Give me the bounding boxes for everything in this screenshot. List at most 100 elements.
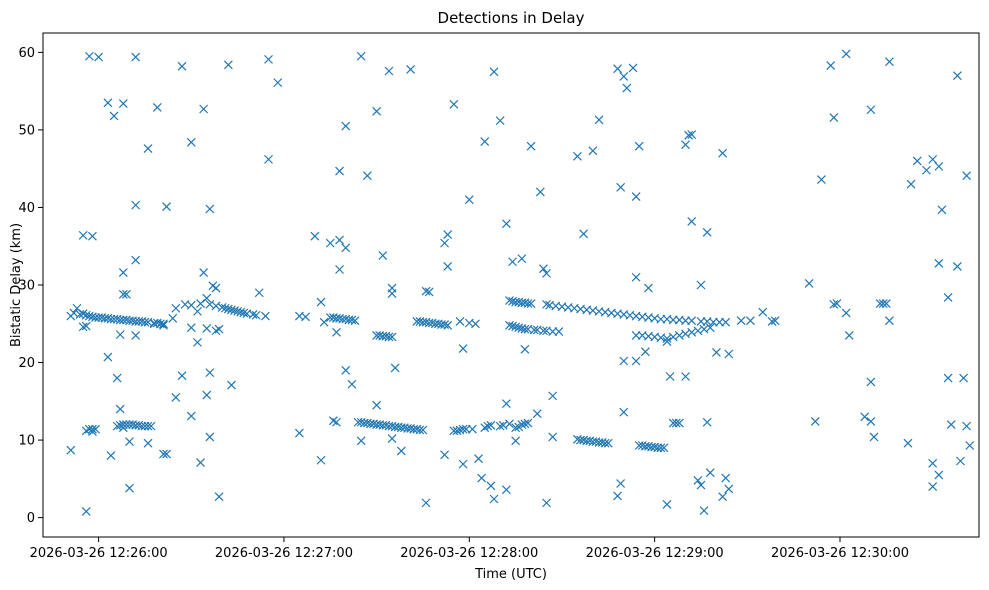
detection-point (118, 423, 128, 433)
detection-point (881, 299, 891, 309)
detection-point (526, 141, 536, 151)
detection-point (384, 332, 394, 342)
detection-point (579, 229, 589, 239)
detection-point (817, 175, 826, 184)
detection-point (424, 287, 434, 297)
detection-point (937, 205, 947, 215)
x-tick-label: 2026-03-26 12:27:00 (215, 546, 353, 561)
detection-point (177, 371, 187, 381)
detection-point (906, 179, 916, 189)
detection-point (529, 325, 539, 335)
detection-point (486, 420, 496, 430)
detection-point (912, 156, 922, 166)
detection-point (254, 288, 264, 298)
detection-point (390, 363, 400, 373)
detection-point (205, 368, 215, 378)
detection-point (962, 421, 972, 431)
detection-point (196, 458, 205, 467)
detection-point (486, 481, 496, 491)
detection-point (159, 449, 168, 459)
detection-point (622, 83, 632, 93)
detection-point (347, 315, 357, 325)
y-tick-label: 40 (18, 201, 35, 216)
detection-point (81, 321, 91, 331)
detection-point (196, 299, 205, 309)
detection-point (177, 61, 187, 71)
detection-point (372, 400, 382, 410)
detection-point (260, 311, 270, 321)
detection-point (78, 322, 88, 332)
detection-point (616, 182, 626, 192)
detection-point (548, 432, 558, 442)
detection-point (539, 326, 548, 336)
y-tick-label: 10 (18, 434, 35, 449)
y-tick-label: 60 (18, 46, 35, 61)
detection-point (332, 327, 341, 337)
detection-point (640, 347, 650, 357)
detection-point (702, 227, 712, 237)
detection-point (152, 103, 162, 112)
detection-point (421, 286, 431, 296)
detection-point (613, 491, 622, 501)
plot-frame (42, 32, 980, 538)
detection-point (335, 235, 344, 245)
detection-point (294, 428, 304, 438)
detection-point (884, 316, 894, 326)
detection-point (520, 324, 530, 334)
detection-point (480, 137, 490, 146)
detection-point (440, 320, 450, 329)
detection-point (118, 99, 128, 108)
detection-point (696, 480, 706, 490)
detection-point (347, 379, 357, 389)
detection-point (721, 317, 731, 327)
detection-point (458, 344, 468, 354)
detection-point (162, 449, 171, 459)
x-axis-ticks: 2026-03-26 12:26:00 2026-03-26 12:27:00 20… (30, 537, 909, 561)
detection-point (115, 330, 125, 340)
detection-point (356, 436, 366, 446)
detection-point (841, 308, 851, 318)
detection-point (103, 352, 113, 362)
detection-point (724, 349, 734, 359)
detection-point (619, 356, 629, 366)
detection-point (449, 99, 459, 109)
detection-point (350, 316, 360, 326)
detection-point (934, 470, 944, 480)
detection-point (186, 411, 196, 421)
detection-point (662, 337, 672, 347)
detection-point (542, 268, 551, 278)
detection-point (121, 289, 131, 299)
detection-point (681, 140, 690, 150)
detection-point (495, 421, 505, 431)
detection-point (103, 98, 113, 108)
detection-point (378, 251, 388, 260)
detection-point (511, 436, 521, 446)
detection-point (356, 51, 366, 61)
detection-point (143, 438, 153, 448)
detection-point (455, 317, 465, 326)
detection-point (526, 299, 536, 309)
detection-point (928, 458, 938, 468)
detection-point (106, 451, 116, 461)
detection-point (171, 303, 181, 313)
detection-point (866, 417, 876, 426)
detection-point (878, 299, 888, 309)
detection-point (928, 482, 938, 492)
data-points (66, 49, 975, 516)
detection-point (542, 498, 551, 508)
detection-point (520, 419, 530, 429)
detection-point (946, 420, 956, 429)
detection-point (860, 412, 870, 422)
detection-point (659, 443, 669, 453)
detection-point (956, 456, 965, 466)
detection-point (319, 317, 329, 327)
x-tick-label: 2026-03-26 12:26:00 (30, 546, 168, 561)
detection-point (712, 348, 721, 357)
detection-point (131, 330, 141, 340)
detection-point (458, 459, 468, 469)
detection-point (662, 500, 672, 509)
detection-point (517, 254, 527, 264)
detection-point (186, 323, 196, 333)
